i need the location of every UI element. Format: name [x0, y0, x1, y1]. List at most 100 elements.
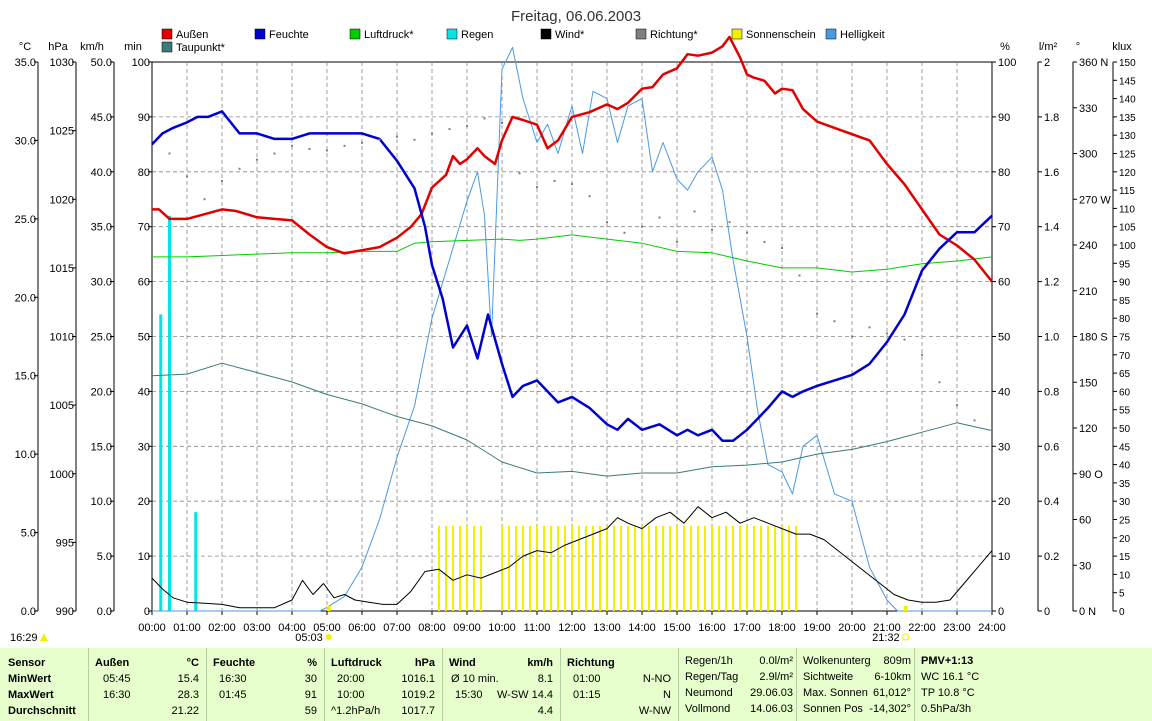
- lux-axis-label-4: 130: [1119, 131, 1136, 142]
- pressure-axis-label-7: 995: [56, 537, 74, 549]
- minutes-axis-label-9: 10: [138, 551, 150, 563]
- luftdruck-min-time: 20:00: [337, 673, 365, 685]
- richtung-point-17: [466, 125, 468, 128]
- lux-axis-label-20: 50: [1119, 424, 1131, 435]
- rain-axis-label-0: 2: [1044, 57, 1050, 69]
- neumond-value: 29.06.03: [750, 687, 793, 699]
- minutes-axis-label-4: 60: [138, 277, 150, 289]
- helligkeit-line: [152, 46, 992, 612]
- legend-swatch-5: [540, 28, 552, 40]
- row-label-avg: Durchschnitt: [8, 705, 76, 717]
- wind-unit: km/h: [527, 657, 553, 669]
- minutes-axis-label-5: 50: [138, 332, 150, 344]
- wind-line: [151, 506, 993, 609]
- max-sonnen-label: Max. Sonnen: [803, 687, 868, 699]
- richtung-point-38: [833, 320, 836, 323]
- wind-avg10-label: Ø 10 min.: [451, 673, 499, 685]
- row-label-min: MinWert: [8, 673, 52, 685]
- direction-axis-label-3: 270 W: [1079, 194, 1111, 206]
- richtung-section: Richtung 01:00 N-NO 01:15 N W-NW: [560, 648, 679, 721]
- minutes-axis-label-6: 40: [138, 386, 150, 398]
- sunrise-icon: [325, 634, 332, 640]
- regen-1h-label: Regen/1h: [685, 655, 733, 667]
- minutes-axis-label-8: 20: [138, 496, 150, 508]
- taupunkt-value: TP 10.8 °C: [921, 687, 975, 699]
- wind-axis-label-2: 40.0: [91, 167, 112, 179]
- pmv-value: PMV+1:13: [921, 655, 974, 667]
- richtung-point-13: [396, 135, 398, 138]
- x-label-15: 15:00: [663, 622, 691, 634]
- richtung-point-8: [308, 147, 311, 150]
- x-label-10: 10:00: [488, 622, 516, 634]
- richtung-avg-value: W-NW: [638, 705, 671, 717]
- sun-markers: 05:03 21:32 16:29: [10, 606, 910, 644]
- sonnen-pos-value: -14,302°: [869, 703, 911, 715]
- pressure-axis-label-6: 1000: [50, 469, 74, 481]
- lux-axis-label-10: 100: [1119, 241, 1136, 252]
- richtung-point-6: [273, 152, 276, 155]
- richtung-point-33: [746, 231, 748, 234]
- sunset-label: 21:32: [872, 632, 900, 644]
- richtung-point-15: [431, 132, 433, 135]
- lux-axis-label-5: 125: [1119, 150, 1136, 161]
- humidity-axis-label-3: 70: [998, 222, 1010, 234]
- x-label-7: 07:00: [383, 622, 411, 634]
- wind-avg-value: 4.4: [537, 705, 553, 717]
- pressure-trend-value: 0.5hPa/3h: [921, 703, 972, 715]
- regen-tag-value: 2.9l/m²: [759, 671, 793, 683]
- richtung-point-18: [483, 117, 486, 120]
- direction-axis-label-8: 120: [1079, 423, 1097, 435]
- temp-axis-label-4: 15.0: [15, 371, 36, 383]
- lux-axis-label-13: 85: [1119, 296, 1131, 307]
- humidity-axis-label-1: 90: [998, 112, 1010, 124]
- richtung-point-24: [588, 195, 591, 198]
- x-label-4: 04:00: [278, 622, 306, 634]
- lux-axis-label-6: 120: [1119, 168, 1136, 179]
- legend-label-4: Regen: [461, 29, 493, 41]
- sunset-tick: [903, 606, 908, 611]
- aussen-line: [152, 35, 993, 283]
- richtung-point-14: [413, 138, 416, 141]
- x-label-19: 19:00: [803, 622, 831, 634]
- lux-axis-label-21: 45: [1119, 442, 1131, 453]
- regen-1h-value: 0.0l/m²: [759, 655, 793, 667]
- richtung-point-0: [168, 152, 171, 155]
- x-label-20: 20:00: [838, 622, 866, 634]
- legend-swatch-8: [825, 28, 837, 40]
- x-label-3: 03:00: [243, 622, 271, 634]
- axis-unit-6: °: [1076, 41, 1080, 53]
- wind-axis-label-6: 20.0: [91, 386, 112, 398]
- direction-axis-label-11: 30: [1079, 560, 1091, 572]
- lux-axis-label-7: 115: [1119, 186, 1135, 197]
- wind-axis-label-10: 0.0: [97, 606, 112, 618]
- wind-axis-label-7: 15.0: [91, 441, 112, 453]
- lux-axis-label-26: 20: [1119, 534, 1131, 545]
- richtung-point-19: [501, 122, 503, 124]
- lux-axis-label-24: 30: [1119, 497, 1131, 508]
- richtung-point-34: [763, 240, 766, 243]
- richtung-point-25: [606, 221, 608, 224]
- axis-unit-2: km/h: [80, 41, 104, 53]
- minutes-axis-label-1: 90: [138, 112, 150, 124]
- legend-swatch-6: [635, 28, 647, 40]
- direction-axis-label-10: 60: [1079, 515, 1091, 527]
- richtung-point-32: [728, 221, 731, 224]
- legend-label-8: Helligkeit: [840, 29, 885, 41]
- axis-unit-3: min: [124, 41, 142, 53]
- richtung-point-30: [693, 210, 696, 213]
- sunrise-label: 05:03: [295, 632, 323, 644]
- feuchte-line: [151, 110, 993, 443]
- aussen-title: Außen: [95, 657, 130, 669]
- temp-axis-label-1: 30.0: [15, 135, 36, 147]
- chart-title: Freitag, 06.06.2003: [511, 8, 641, 25]
- axis-unit-1: hPa: [48, 41, 68, 53]
- wind-axis-label-9: 5.0: [97, 551, 112, 563]
- lux-axis-label-3: 135: [1119, 113, 1136, 124]
- direction-axis-label-12: 0 N: [1079, 606, 1096, 618]
- richtung-title: Richtung: [567, 657, 615, 669]
- legend-label-3: Luftdruck*: [364, 29, 414, 41]
- rain-axis-label-2: 1.6: [1044, 167, 1059, 179]
- x-label-5: 05:00: [313, 622, 341, 634]
- lux-axis-label-15: 75: [1119, 333, 1131, 344]
